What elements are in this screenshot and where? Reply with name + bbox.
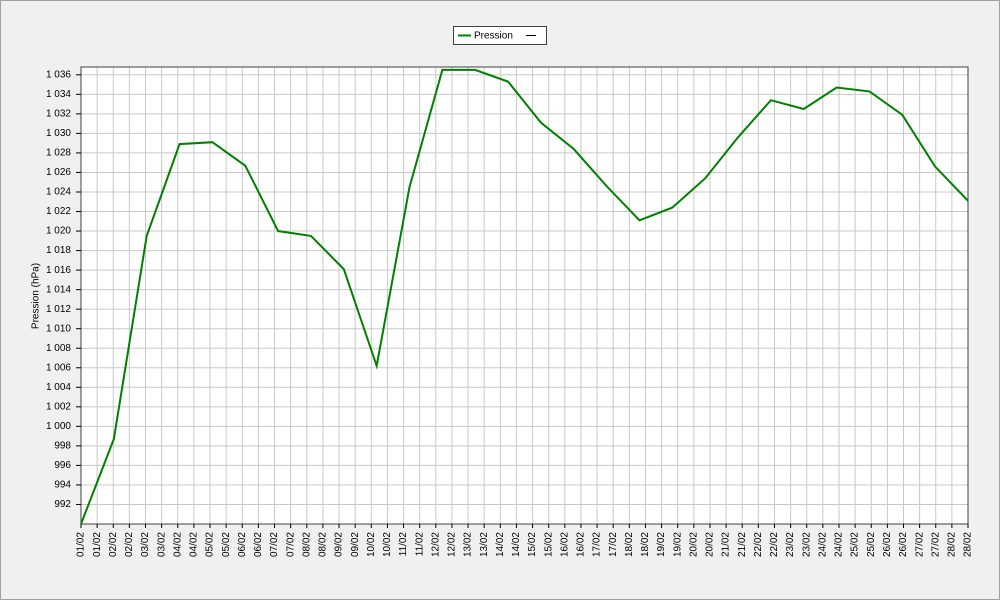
x-tick-label: 09/02 xyxy=(350,532,361,557)
x-tick-label: 04/02 xyxy=(189,532,200,557)
x-tick-label: 27/02 xyxy=(914,532,925,557)
y-tick-label: 996 xyxy=(54,460,71,471)
x-tick-label: 24/02 xyxy=(834,532,845,557)
plot-border xyxy=(80,66,969,525)
x-tick-label: 22/02 xyxy=(769,532,780,557)
y-tick-label: 1 008 xyxy=(46,343,71,354)
y-tick-label: 1 010 xyxy=(46,323,71,334)
x-tick-label: 26/02 xyxy=(882,532,893,557)
y-tick-label: 1 004 xyxy=(46,382,71,393)
x-tick-label: 26/02 xyxy=(898,532,909,557)
x-tick-label: 10/02 xyxy=(366,532,377,557)
x-tick-label: 03/02 xyxy=(156,532,167,557)
plot-area xyxy=(81,67,968,524)
y-tick-label: 998 xyxy=(54,441,71,452)
x-tick-label: 17/02 xyxy=(592,532,603,557)
x-tick-label: 18/02 xyxy=(624,532,635,557)
x-tick-label: 21/02 xyxy=(721,532,732,557)
legend-label: Pression xyxy=(474,31,513,42)
y-axis-label: Pression (hPa) xyxy=(31,263,42,329)
x-tick-label: 27/02 xyxy=(930,532,941,557)
x-tick-label: 04/02 xyxy=(172,532,183,557)
x-tick-label: 16/02 xyxy=(559,532,570,557)
x-tick-label: 07/02 xyxy=(285,532,296,557)
x-tick-label: 28/02 xyxy=(963,532,974,557)
x-tick-label: 16/02 xyxy=(576,532,587,557)
y-tick-label: 994 xyxy=(54,480,71,491)
y-tick-label: 1 002 xyxy=(46,401,71,412)
x-tick-label: 12/02 xyxy=(430,532,441,557)
x-tick-label: 10/02 xyxy=(382,532,393,557)
x-tick-label: 18/02 xyxy=(640,532,651,557)
x-tick-label: 12/02 xyxy=(447,532,458,557)
x-tick-label: 25/02 xyxy=(866,532,877,557)
x-tick-label: 15/02 xyxy=(543,532,554,557)
y-tick-label: 1 034 xyxy=(46,89,71,100)
y-tick-label: 1 022 xyxy=(46,206,71,217)
x-tick-label: 07/02 xyxy=(269,532,280,557)
x-tick-label: 05/02 xyxy=(221,532,232,557)
y-tick-label: 1 036 xyxy=(46,69,71,80)
x-tick-label: 02/02 xyxy=(108,532,119,557)
x-tick-label: 08/02 xyxy=(301,532,312,557)
x-tick-label: 28/02 xyxy=(947,532,958,557)
x-tick-label: 19/02 xyxy=(672,532,683,557)
x-tick-label: 21/02 xyxy=(737,532,748,557)
x-tick-label: 14/02 xyxy=(495,532,506,557)
y-tick-label: 1 032 xyxy=(46,109,71,120)
x-tick-label: 03/02 xyxy=(140,532,151,557)
x-tick-label: 24/02 xyxy=(817,532,828,557)
y-tick-label: 1 028 xyxy=(46,148,71,159)
x-tick-label: 13/02 xyxy=(463,532,474,557)
x-tick-label: 14/02 xyxy=(511,532,522,557)
y-tick-label: 992 xyxy=(54,499,71,510)
y-tick-label: 1 012 xyxy=(46,304,71,315)
y-tick-label: 1 018 xyxy=(46,245,71,256)
x-tick-label: 05/02 xyxy=(205,532,216,557)
x-tick-label: 20/02 xyxy=(705,532,716,557)
x-tick-label: 01/02 xyxy=(76,532,87,557)
x-tick-label: 19/02 xyxy=(656,532,667,557)
x-tick-label: 09/02 xyxy=(334,532,345,557)
x-tick-label: 23/02 xyxy=(785,532,796,557)
x-tick-label: 06/02 xyxy=(253,532,264,557)
legend xyxy=(453,26,547,45)
y-tick-label: 1 014 xyxy=(46,284,71,295)
y-tick-label: 1 016 xyxy=(46,265,71,276)
x-tick-label: 11/02 xyxy=(398,532,409,557)
y-tick-label: 1 026 xyxy=(46,167,71,178)
x-tick-label: 23/02 xyxy=(801,532,812,557)
x-tick-label: 15/02 xyxy=(527,532,538,557)
line xyxy=(80,68,969,525)
y-tick-label: 1 024 xyxy=(46,187,71,198)
y-tick-label: 1 000 xyxy=(46,421,71,432)
x-tick-label: 22/02 xyxy=(753,532,764,557)
x-tick-label: 13/02 xyxy=(479,532,490,557)
y-tick-label: 1 030 xyxy=(46,128,71,139)
x-tick-label: 02/02 xyxy=(124,532,135,557)
x-tick-label: 01/02 xyxy=(92,532,103,557)
y-tick-label: 1 006 xyxy=(46,362,71,373)
x-tick-label: 08/02 xyxy=(318,532,329,557)
x-tick-label: 25/02 xyxy=(850,532,861,557)
x-tick-label: 17/02 xyxy=(608,532,619,557)
x-tick-label: 06/02 xyxy=(237,532,248,557)
y-tick-label: 1 020 xyxy=(46,226,71,237)
x-tick-label: 11/02 xyxy=(414,532,425,557)
x-tick-label: 20/02 xyxy=(688,532,699,557)
grid xyxy=(80,67,969,524)
